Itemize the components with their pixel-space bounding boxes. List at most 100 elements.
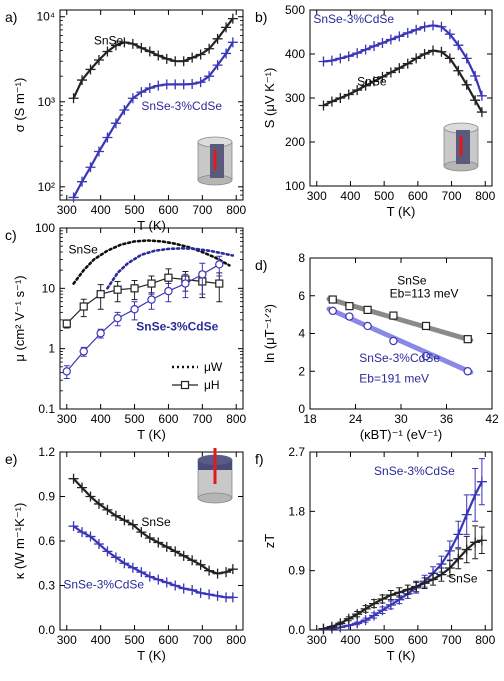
data-point [444, 563, 455, 574]
series-snse-3-cdse: SnSe-3%CdSe [63, 521, 238, 603]
x-axis-label: T (K) [137, 427, 166, 442]
data-point [318, 623, 329, 634]
data-point [212, 60, 223, 71]
data-point [212, 33, 223, 44]
data-point [326, 55, 337, 66]
panel-label: b) [255, 9, 267, 25]
data-point [335, 93, 346, 103]
series-line [72, 477, 234, 575]
x-tick-label: 500 [125, 633, 145, 647]
data-point [377, 38, 388, 48]
data-point [328, 295, 337, 304]
panel-label: f) [255, 451, 264, 467]
annotation-eb-snse: Eb=113 meV [390, 287, 459, 301]
legend: μW μH [172, 360, 223, 392]
x-axis-label: T (K) [137, 218, 166, 233]
y-axis-label: κ (W m⁻¹K⁻¹) [12, 503, 27, 580]
y-tick-label: 1.8 [288, 504, 305, 518]
series-snse-w [72, 239, 231, 285]
data-point [343, 51, 354, 62]
data-point [178, 56, 189, 67]
data-point [79, 302, 88, 311]
data-point [470, 489, 481, 500]
series-snse-3-cdse: SnSe-3%CdSe [68, 37, 238, 203]
data-point [144, 83, 155, 94]
data-point [385, 67, 396, 78]
data-point [79, 347, 88, 356]
data-point [363, 305, 372, 315]
x-tick-label: 500 [374, 633, 394, 647]
series-label: SnSe-3%CdSe [141, 99, 222, 113]
series-label: SnSe [68, 242, 98, 256]
data-point [187, 78, 198, 89]
data-point [453, 553, 464, 564]
x-tick-label: 400 [91, 203, 111, 217]
data-point [181, 279, 190, 288]
series-label: SnSe-3%CdSe [313, 12, 394, 26]
x-tick-label: 600 [408, 633, 428, 647]
data-point [343, 613, 354, 624]
data-point [352, 609, 363, 620]
data-point [212, 568, 223, 579]
data-point [153, 537, 164, 548]
data-point [476, 535, 487, 546]
data-point [352, 48, 363, 59]
y-tick-label: 10³ [38, 95, 55, 109]
data-point [394, 587, 405, 598]
data-point [170, 546, 181, 557]
series-label: SnSe [357, 75, 387, 89]
cylinder-dark-slab [456, 130, 470, 164]
data-point [147, 279, 156, 288]
data-point [470, 95, 481, 106]
y-tick-label: 0.6 [38, 534, 55, 548]
x-tick-label: 600 [158, 412, 178, 426]
data-point [119, 515, 130, 526]
data-point [436, 559, 447, 570]
data-point [170, 79, 181, 90]
y-tick-label: 8 [298, 251, 305, 265]
x-tick-label: 500 [374, 189, 394, 203]
data-point [352, 618, 363, 629]
sample-cylinder-icon [197, 448, 233, 504]
data-point [195, 49, 206, 60]
data-point [436, 569, 447, 580]
y-tick-label: 0 [298, 402, 305, 416]
data-point [326, 621, 337, 632]
data-point [93, 538, 104, 549]
x-axis-label: T (K) [137, 648, 166, 663]
x-axis-label: (κBT)⁻¹ (eV⁻¹) [360, 427, 442, 442]
data-point [204, 589, 215, 600]
data-point [352, 85, 363, 96]
x-tick-label: 300 [57, 633, 77, 647]
x-tick-label: 400 [91, 633, 111, 647]
y-tick-label: 4 [298, 327, 305, 341]
data-point [389, 336, 398, 346]
data-point [77, 75, 88, 86]
legend-label-muH: μH [204, 378, 220, 392]
annotation-snse-cdse: SnSe-3%CdSe [359, 351, 440, 365]
data-point [221, 48, 232, 59]
cylinder-dark-slab [210, 144, 224, 178]
data-point [212, 590, 223, 601]
data-point [136, 527, 147, 538]
data-point [421, 351, 431, 361]
data-point [62, 319, 71, 328]
data-point [178, 550, 189, 561]
panel-label: c) [5, 227, 17, 243]
data-point [62, 367, 71, 376]
data-point [461, 544, 472, 555]
data-point [161, 53, 172, 64]
data-point [461, 509, 472, 520]
data-point [377, 594, 388, 605]
data-point [144, 533, 155, 544]
series-snse: SnSe [68, 473, 238, 579]
data-point [170, 56, 181, 67]
series-label: SnSe [141, 515, 171, 529]
series-snse: SnSe [68, 13, 238, 104]
x-tick-label: 500 [125, 203, 145, 217]
data-point [227, 13, 238, 24]
data-point [102, 504, 113, 515]
x-tick-label: 30 [394, 412, 408, 426]
